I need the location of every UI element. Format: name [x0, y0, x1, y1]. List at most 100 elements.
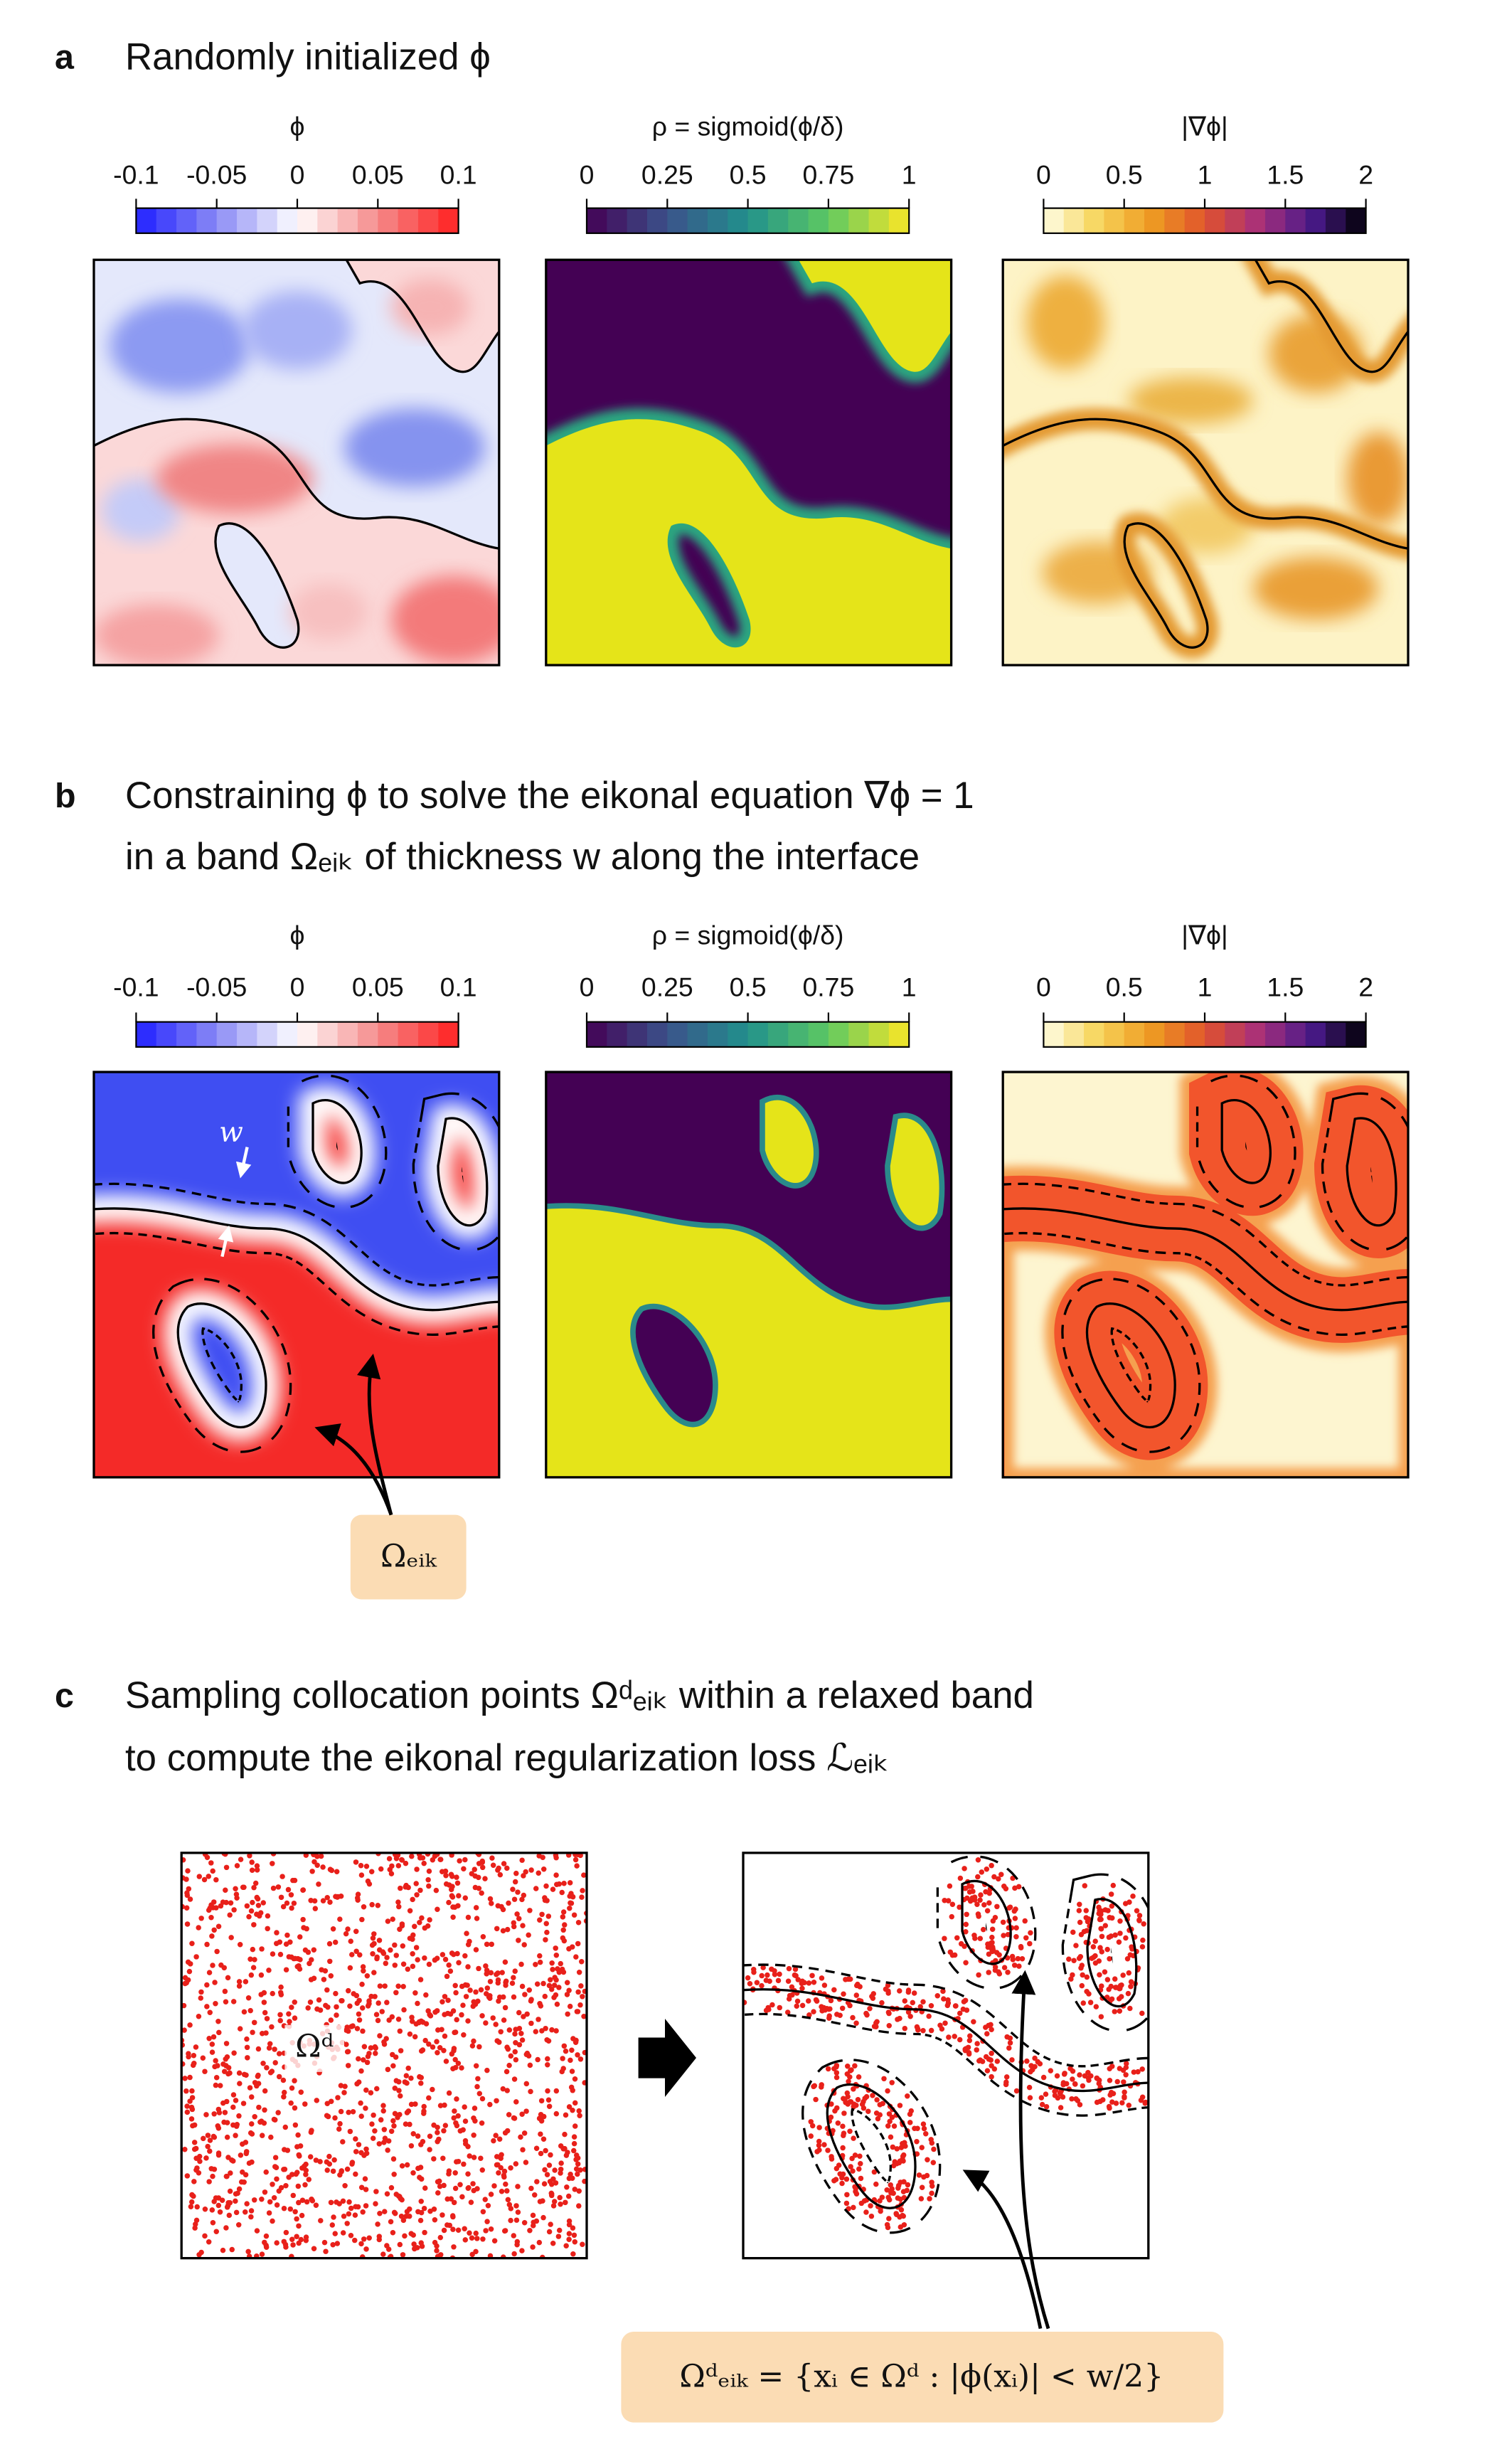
collocation-point [410, 2170, 416, 2176]
collocation-point [452, 2029, 457, 2036]
panel-label: b [55, 777, 76, 815]
collocation-point [375, 2221, 380, 2227]
collocation-point [376, 2234, 383, 2239]
collocation-point [430, 1857, 436, 1863]
collocation-point [206, 1874, 211, 1879]
collocation-point [193, 2217, 200, 2224]
collocation-point [560, 1935, 566, 1941]
collocation-point [370, 2135, 376, 2141]
w-arrow [235, 1147, 252, 1179]
collocation-point [303, 2172, 309, 2177]
collocation-point [368, 2045, 374, 2051]
collocation-point [437, 2234, 444, 2241]
collocation-point [255, 2046, 262, 2052]
collocation-point [564, 1992, 570, 1997]
collocation-point [234, 1863, 240, 1869]
collocation-point [333, 1894, 339, 1899]
collocation-point [444, 1973, 450, 1980]
colorbar-step [848, 208, 870, 233]
collocation-point [346, 2211, 352, 2217]
collocation-point [292, 1999, 297, 2005]
collocation-point [358, 2100, 363, 2106]
colorbar-step [1285, 1021, 1306, 1047]
collocation-point [186, 1968, 193, 1975]
colorbar-step [196, 208, 218, 233]
collocation-point [214, 1948, 220, 1955]
collocation-point [292, 2122, 299, 2128]
collocation-point [409, 1853, 415, 1859]
interface [743, 1879, 1149, 2209]
colorbar-tick-label: 0.5 [1106, 160, 1143, 190]
collocation-point [418, 2199, 424, 2204]
collocation-point [485, 2202, 491, 2209]
collocation-point [202, 2233, 208, 2239]
collocation-point [425, 1923, 431, 1929]
collocation-point [271, 2194, 277, 2201]
collocation-point [512, 2049, 518, 2055]
collocation-point [371, 1970, 377, 1975]
collocation-point [328, 1973, 334, 1979]
collocation-point [572, 2123, 578, 2129]
collocation-point [521, 2219, 528, 2226]
collocation-point [450, 1914, 456, 1921]
collocation-point [384, 1955, 390, 1960]
collocation-point [278, 1894, 284, 1901]
collocation-point [480, 1934, 486, 1940]
collocation-point [381, 2140, 387, 2145]
collocation-point [270, 2218, 275, 2224]
colorbar-step [1164, 1021, 1186, 1047]
colorbar-step [196, 1021, 218, 1047]
collocation-point [372, 1994, 378, 2000]
collocation-point [435, 2050, 440, 2056]
collocation-point [250, 1946, 256, 1953]
collocation-point [568, 1900, 573, 1906]
region [545, 1100, 952, 1477]
collocation-point [340, 2230, 346, 2236]
collocation-point [423, 2021, 430, 2027]
colorbar-step [1144, 1021, 1166, 1047]
collocation-point [430, 2086, 435, 2093]
colorbar-step [257, 208, 278, 233]
collocation-point [212, 2064, 218, 2070]
collocation-point [297, 1957, 303, 1963]
collocation-point [508, 2165, 513, 2171]
collocation-point [324, 2167, 330, 2173]
collocation-point [302, 2163, 307, 2170]
collocation-point [241, 2179, 247, 2185]
collocation-point [296, 2223, 302, 2229]
collocation-point [393, 2192, 399, 2197]
collocation-point [349, 1952, 355, 1958]
collocation-point [266, 1968, 272, 1973]
collocation-point [566, 2104, 572, 2110]
collocation-point [261, 1990, 267, 1996]
collocation-point [1130, 1894, 1136, 1899]
collocation-point [347, 2003, 353, 2009]
collocation-point [565, 2150, 570, 2155]
collocation-point [566, 2236, 572, 2242]
colorbar-tick-label: 1 [1198, 972, 1213, 1002]
collocation-point [542, 1993, 548, 2000]
collocation-point [278, 2184, 284, 2191]
colorbar-tick-label: 0.5 [1106, 972, 1143, 1002]
collocation-point [518, 1961, 524, 1968]
collocation-point [463, 1994, 469, 2000]
collocation-point [421, 2108, 427, 2114]
collocation-point [513, 2039, 518, 2046]
collocation-point [292, 2209, 298, 2215]
collocation-point [218, 1962, 224, 1968]
collocation-point [925, 2157, 930, 2163]
collocation-point [417, 1977, 424, 1982]
collocation-point [506, 2112, 512, 2118]
collocation-point [211, 2034, 217, 2040]
collocation-point [511, 2233, 516, 2239]
collocation-point [403, 1860, 409, 1866]
collocation-point [479, 1864, 486, 1871]
collocation-point [254, 1863, 260, 1869]
collocation-point [462, 1895, 469, 1901]
collocation-point [465, 1914, 472, 1921]
collocation-point [300, 1887, 306, 1893]
collocation-point [259, 2196, 265, 2202]
collocation-point [355, 1891, 361, 1897]
collocation-point [198, 2249, 204, 2256]
colorbar-label: ρ = sigmoid(ϕ/δ) [652, 920, 844, 950]
